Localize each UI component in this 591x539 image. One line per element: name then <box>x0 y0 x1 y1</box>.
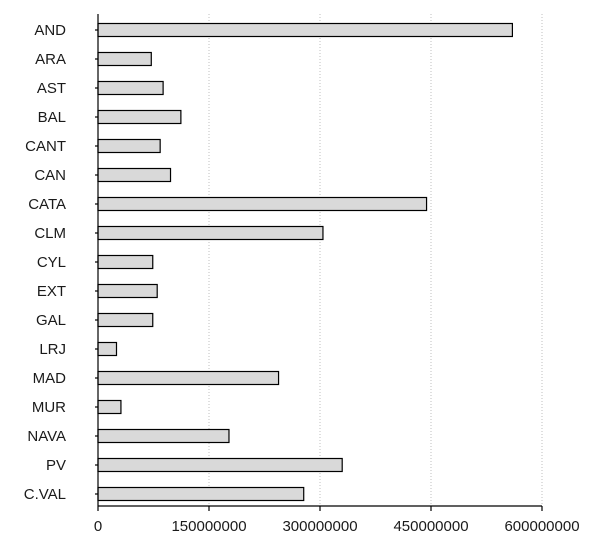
category-label: BAL <box>38 109 66 126</box>
x-tick-label: 300000000 <box>282 518 357 535</box>
bar-and <box>97 22 513 38</box>
bar-mad <box>97 370 280 386</box>
category-label: CATA <box>28 196 66 213</box>
category-label: AND <box>34 22 66 39</box>
category-label: MAD <box>33 370 67 387</box>
category-labels: AND ARA AST BAL CANT CAN CATA CLM CYL EXT GAL LRJ MA… <box>24 22 66 503</box>
category-label: CANT <box>25 138 66 155</box>
category-label: CYL <box>37 254 66 271</box>
x-tick-label: 150000000 <box>171 518 246 535</box>
x-tick-label: 450000000 <box>393 518 468 535</box>
x-tick-label: 600000000 <box>504 518 579 535</box>
category-label: ARA <box>35 51 66 68</box>
bar-mur <box>97 399 122 415</box>
category-label: GAL <box>36 312 66 329</box>
bar-can <box>97 167 172 183</box>
bar-bal <box>97 109 182 125</box>
grid-lines <box>208 14 543 506</box>
category-label: EXT <box>37 283 66 300</box>
category-label: MUR <box>32 399 66 416</box>
bar-ast <box>97 80 164 96</box>
category-label: LRJ <box>39 341 66 358</box>
x-axis: 0 150000000 300000000 450000000 600000000 <box>94 14 580 535</box>
bars <box>97 22 513 502</box>
category-label: CLM <box>34 225 66 242</box>
bar-cant <box>97 138 161 154</box>
bar-c-val <box>97 486 305 502</box>
category-label: PV <box>46 457 66 474</box>
bar-pv <box>97 457 343 473</box>
bar-nava <box>97 428 230 444</box>
bar-lrj <box>97 341 118 357</box>
bar-gal <box>97 312 154 328</box>
bar-clm <box>97 225 324 241</box>
category-label: AST <box>37 80 66 97</box>
category-label: CAN <box>34 167 66 184</box>
category-label: C.VAL <box>24 486 66 503</box>
category-label: NAVA <box>27 428 66 445</box>
x-tick-label: 0 <box>94 518 102 535</box>
bar-cyl <box>97 254 154 270</box>
bar-ext <box>97 283 158 299</box>
bar-ara <box>97 51 152 67</box>
bar-cata <box>97 196 428 212</box>
